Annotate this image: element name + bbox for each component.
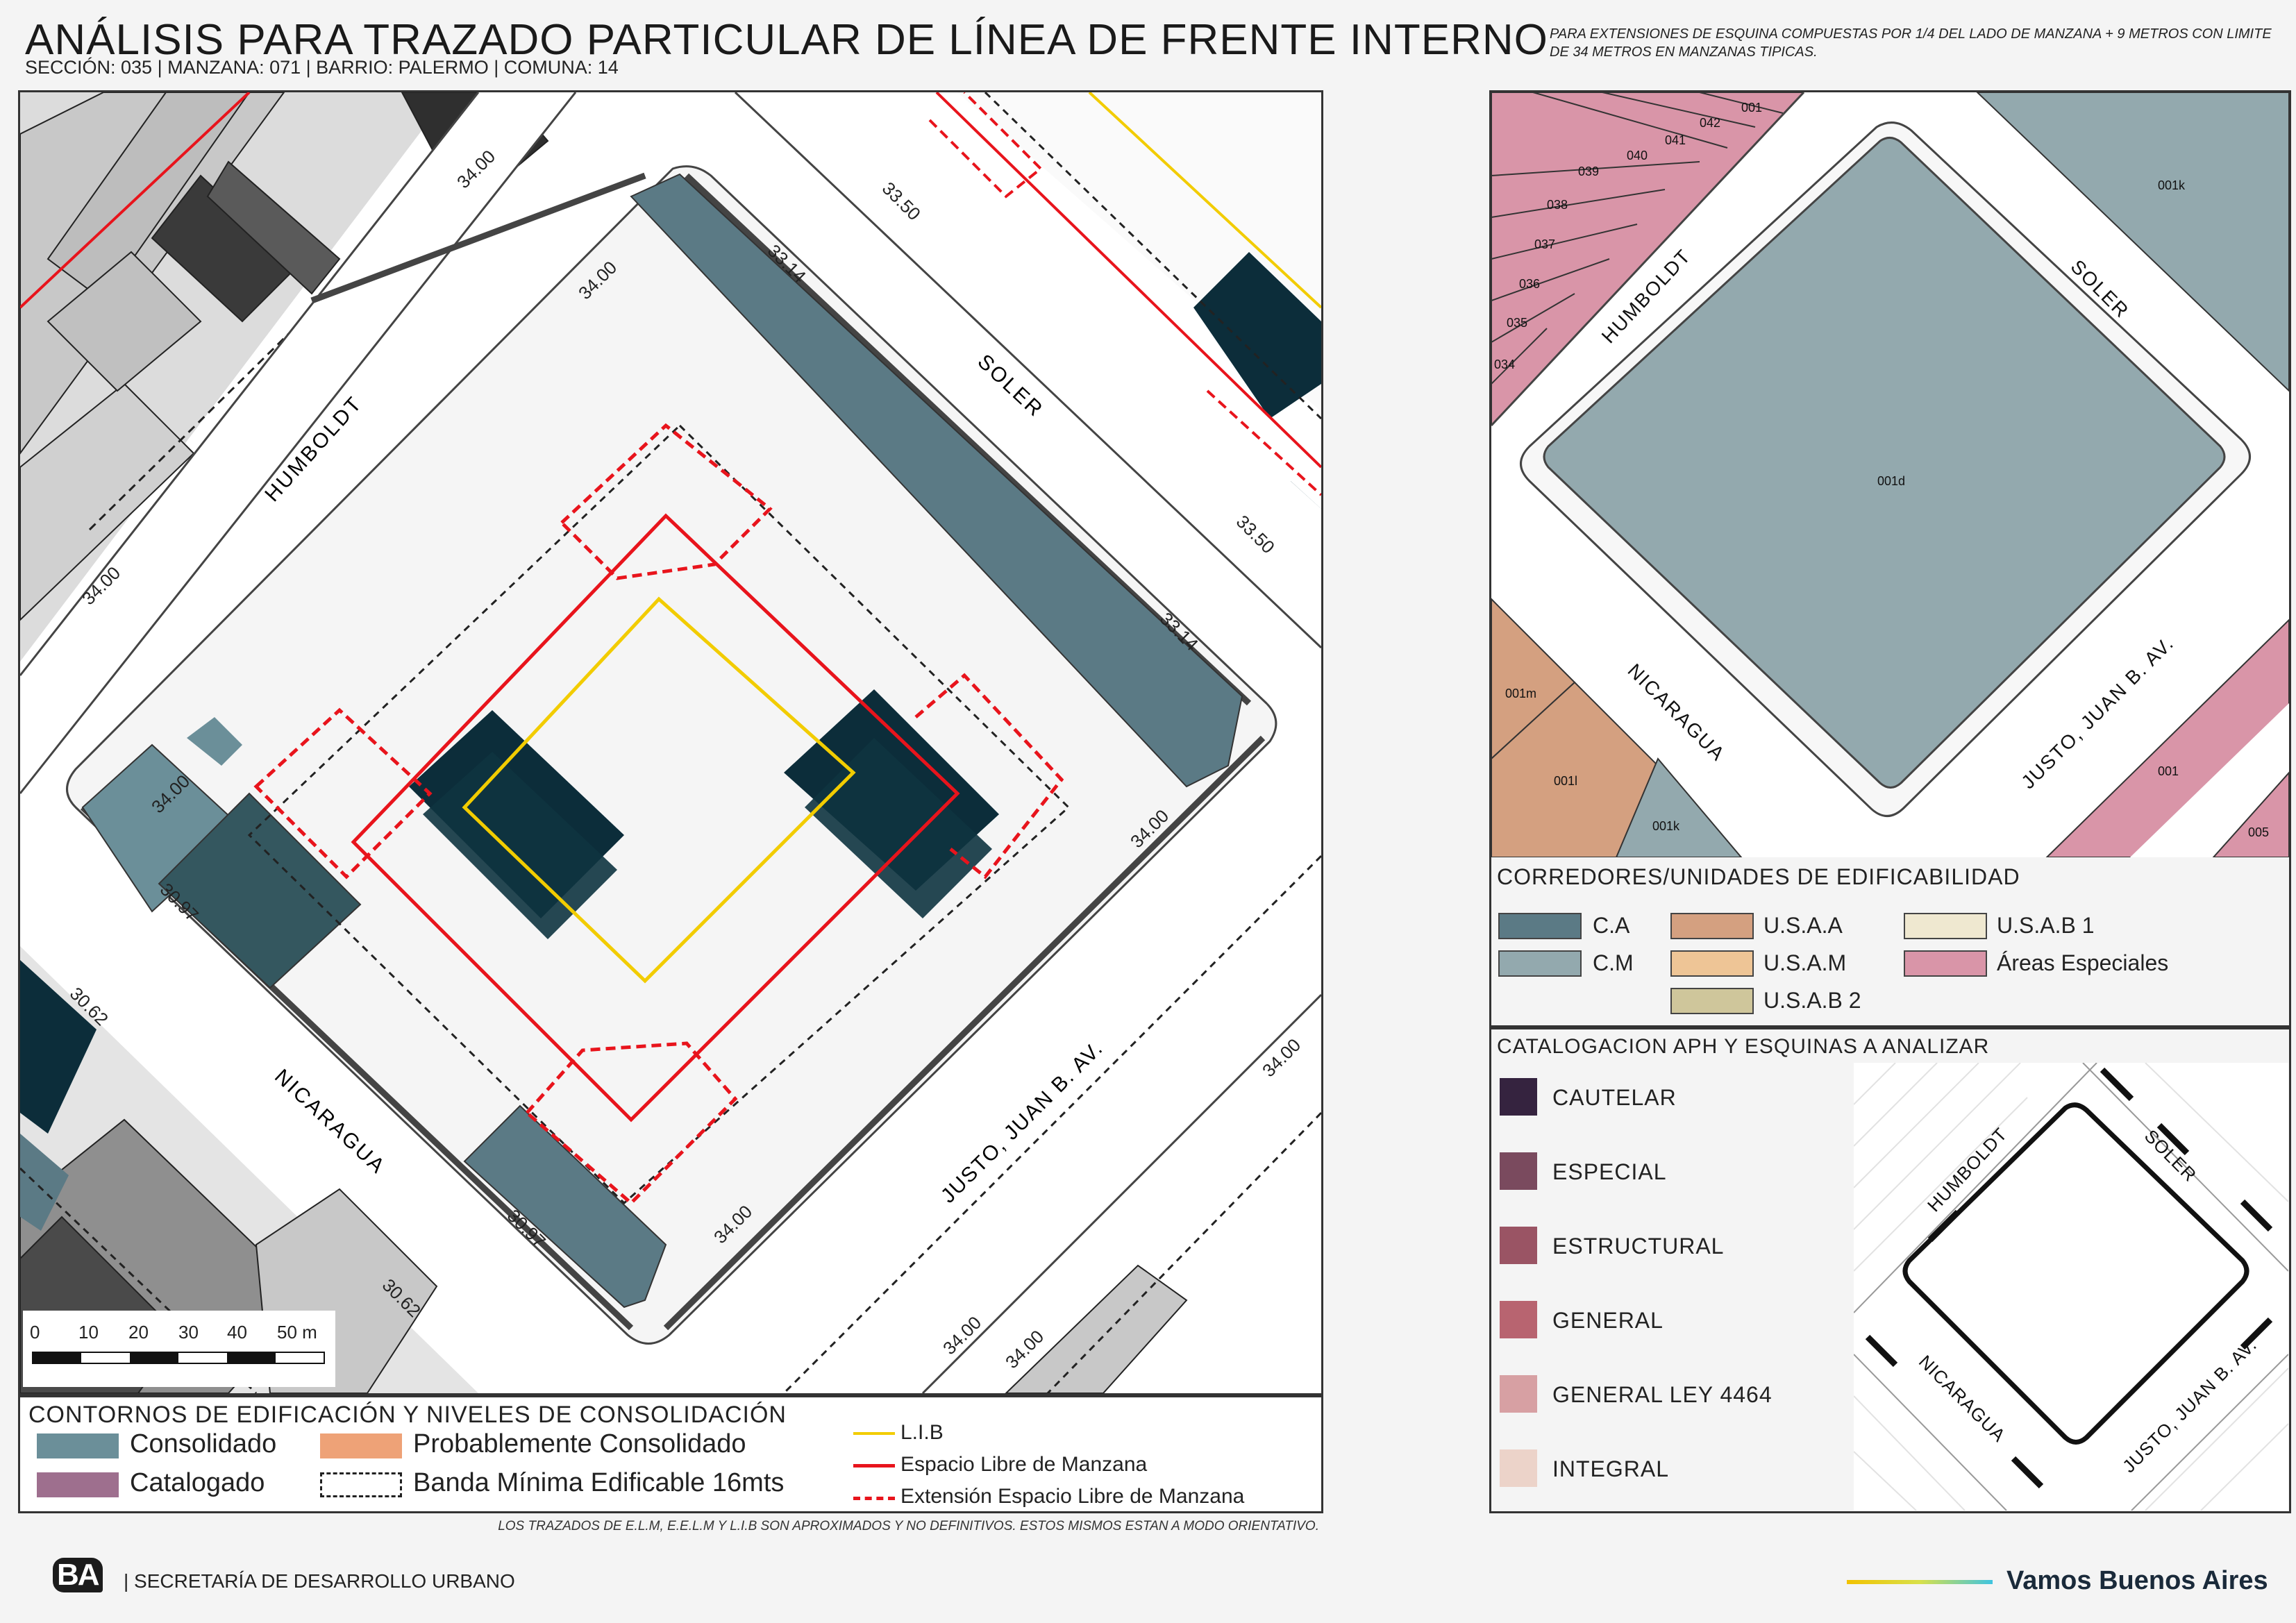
cm-swatch <box>1498 950 1582 977</box>
especial-swatch <box>1500 1152 1537 1190</box>
elm-label: Espacio Libre de Manzana <box>900 1453 1148 1476</box>
parcel-label: 040 <box>1627 149 1648 162</box>
usam-swatch <box>1670 950 1754 977</box>
neighbor-block-se <box>782 855 1321 1393</box>
eelm-outlines <box>253 423 1064 1206</box>
catalogado-swatch <box>37 1472 119 1497</box>
parcel-label: 001l <box>1554 774 1577 788</box>
main-map-svg: HUMBOLDT SOLER NICARAGUA JUSTO, JUAN B. … <box>20 92 1321 1393</box>
parcel-label: 034 <box>1494 358 1515 371</box>
especiales-swatch <box>1904 950 1987 977</box>
lib-swatch <box>853 1432 895 1435</box>
probable-swatch <box>320 1433 402 1458</box>
parcel-label: 001 <box>2158 764 2179 778</box>
cautelar-label: CAUTELAR <box>1552 1085 1677 1110</box>
usab2-swatch <box>1670 988 1754 1014</box>
parcel-label: 041 <box>1665 133 1686 147</box>
usam-label: U.S.A.M <box>1763 950 1847 975</box>
scale-label: 50 m <box>277 1322 317 1343</box>
neighbor-block-nw <box>20 92 549 662</box>
estructural-swatch <box>1500 1227 1537 1264</box>
main-legend: CONTORNOS DE EDIFICACIÓN Y NIVELES DE CO… <box>18 1395 1323 1513</box>
eelm-label: Extensión Espacio Libre de Manzana <box>900 1485 1245 1508</box>
aph-heading: CATALOGACION APH Y ESQUINAS A ANALIZAR <box>1497 1035 1990 1058</box>
cm-label: C.M <box>1593 950 1634 975</box>
corredores-heading: CORREDORES/UNIDADES DE EDIFICABILIDAD <box>1497 864 2020 889</box>
aph-map-svg: HUMBOLDT SOLER NICARAGUA JUSTO, JUAN B. … <box>1854 1063 2288 1511</box>
parcel-label: 001k <box>1652 819 1680 833</box>
scale-label: 30 <box>178 1322 199 1343</box>
parcel-label: 035 <box>1507 316 1527 330</box>
legend-heading: CONTORNOS DE EDIFICACIÓN Y NIVELES DE CO… <box>28 1402 787 1428</box>
ley-swatch <box>1500 1375 1537 1413</box>
elm-outline <box>351 513 960 1122</box>
lib-outline <box>462 596 856 984</box>
eelm-swatch <box>853 1497 895 1500</box>
usaa-label: U.S.A.A <box>1763 913 1843 938</box>
page-title: ANÁLISIS PARA TRAZADO PARTICULAR DE LÍNE… <box>25 16 1548 64</box>
ca-swatch <box>1498 913 1582 939</box>
usab1-label: U.S.A.B 1 <box>1997 913 2095 938</box>
scale-label: 10 <box>78 1322 99 1343</box>
parcel-label: 039 <box>1578 165 1599 178</box>
parcel-label: 038 <box>1547 198 1568 212</box>
zoning-map[interactable]: 001 042 041 040 039 038 037 036 035 034 … <box>1489 90 2291 857</box>
usab2-label: U.S.A.B 2 <box>1763 988 1861 1013</box>
ba-logo: BA <box>53 1558 103 1592</box>
aph-legend: CATALOGACION APH Y ESQUINAS A ANALIZAR C… <box>1489 1027 2291 1513</box>
parcel-label: 001k <box>2158 178 2186 192</box>
zoning-map-svg: 001 042 041 040 039 038 037 036 035 034 … <box>1491 92 2289 857</box>
disclaimer-note: LOS TRAZADOS DE E.L.M, E.E.L.M Y L.I.B S… <box>498 1519 1319 1533</box>
parcel-label: 001 <box>1741 101 1762 115</box>
scale-bar: 0 10 20 30 40 50 m <box>23 1311 335 1387</box>
catalogado-label: Catalogado <box>130 1468 265 1497</box>
organization-label: | SECRETARÍA DE DESARROLLO URBANO <box>124 1570 515 1592</box>
usab1-swatch <box>1904 913 1987 939</box>
usaa-swatch <box>1670 913 1754 939</box>
ca-label: C.A <box>1593 913 1630 938</box>
scale-label: 20 <box>128 1322 149 1343</box>
scale-label: 40 <box>227 1322 247 1343</box>
corner-extension-note: PARA EXTENSIONES DE ESQUINA COMPUESTAS P… <box>1550 26 2272 60</box>
corredores-legend: CORREDORES/UNIDADES DE EDIFICABILIDAD C.… <box>1489 857 2291 1027</box>
parcel-label: 001m <box>1505 687 1536 700</box>
integral-swatch <box>1500 1449 1537 1487</box>
general-swatch <box>1500 1301 1537 1338</box>
banda-minima-outline <box>247 423 1071 1205</box>
cautelar-swatch <box>1500 1078 1537 1116</box>
main-block-map[interactable]: HUMBOLDT SOLER NICARAGUA JUSTO, JUAN B. … <box>18 90 1323 1395</box>
parcel-label: 001d <box>1877 474 1905 488</box>
banda-label: Banda Mínima Edificable 16mts <box>413 1468 785 1497</box>
slogan-gradient-line <box>1847 1580 1993 1584</box>
probable-label: Probablemente Consolidado <box>413 1429 746 1458</box>
parcel-label: 036 <box>1519 277 1540 291</box>
general-label: GENERAL <box>1552 1308 1664 1333</box>
integral-label: INTEGRAL <box>1552 1456 1670 1481</box>
estructural-label: ESTRUCTURAL <box>1552 1234 1725 1259</box>
slogan-label: Vamos Buenos Aires <box>2006 1566 2268 1595</box>
ley-label: GENERAL LEY 4464 <box>1552 1382 1773 1407</box>
page-subtitle: SECCIÓN: 035 | MANZANA: 071 | BARRIO: PA… <box>25 57 619 78</box>
lib-label: L.I.B <box>900 1421 944 1444</box>
banda-swatch <box>320 1472 402 1497</box>
parcel-label: 042 <box>1700 116 1720 130</box>
consolidado-label: Consolidado <box>130 1429 277 1458</box>
especiales-label: Áreas Especiales <box>1997 950 2169 975</box>
elm-swatch <box>853 1464 895 1468</box>
aph-corner-map[interactable]: HUMBOLDT SOLER NICARAGUA JUSTO, JUAN B. … <box>1854 1063 2288 1511</box>
parcel-label: 037 <box>1534 237 1555 251</box>
scale-label: 0 <box>30 1322 40 1343</box>
parcel-label: 005 <box>2248 825 2269 839</box>
especial-label: ESPECIAL <box>1552 1159 1667 1184</box>
consolidado-swatch <box>37 1433 119 1458</box>
